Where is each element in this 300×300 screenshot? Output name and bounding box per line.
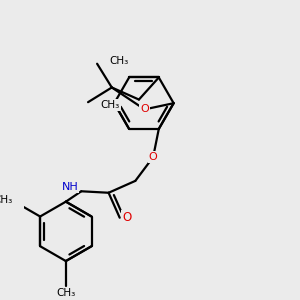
Text: CH₃: CH₃ <box>0 195 13 205</box>
Text: CH₃: CH₃ <box>101 100 120 110</box>
Text: CH₃: CH₃ <box>110 56 129 66</box>
Text: NH: NH <box>62 182 79 192</box>
Text: O: O <box>149 152 158 162</box>
Text: O: O <box>140 104 149 114</box>
Text: CH₃: CH₃ <box>56 288 76 298</box>
Text: O: O <box>122 211 131 224</box>
